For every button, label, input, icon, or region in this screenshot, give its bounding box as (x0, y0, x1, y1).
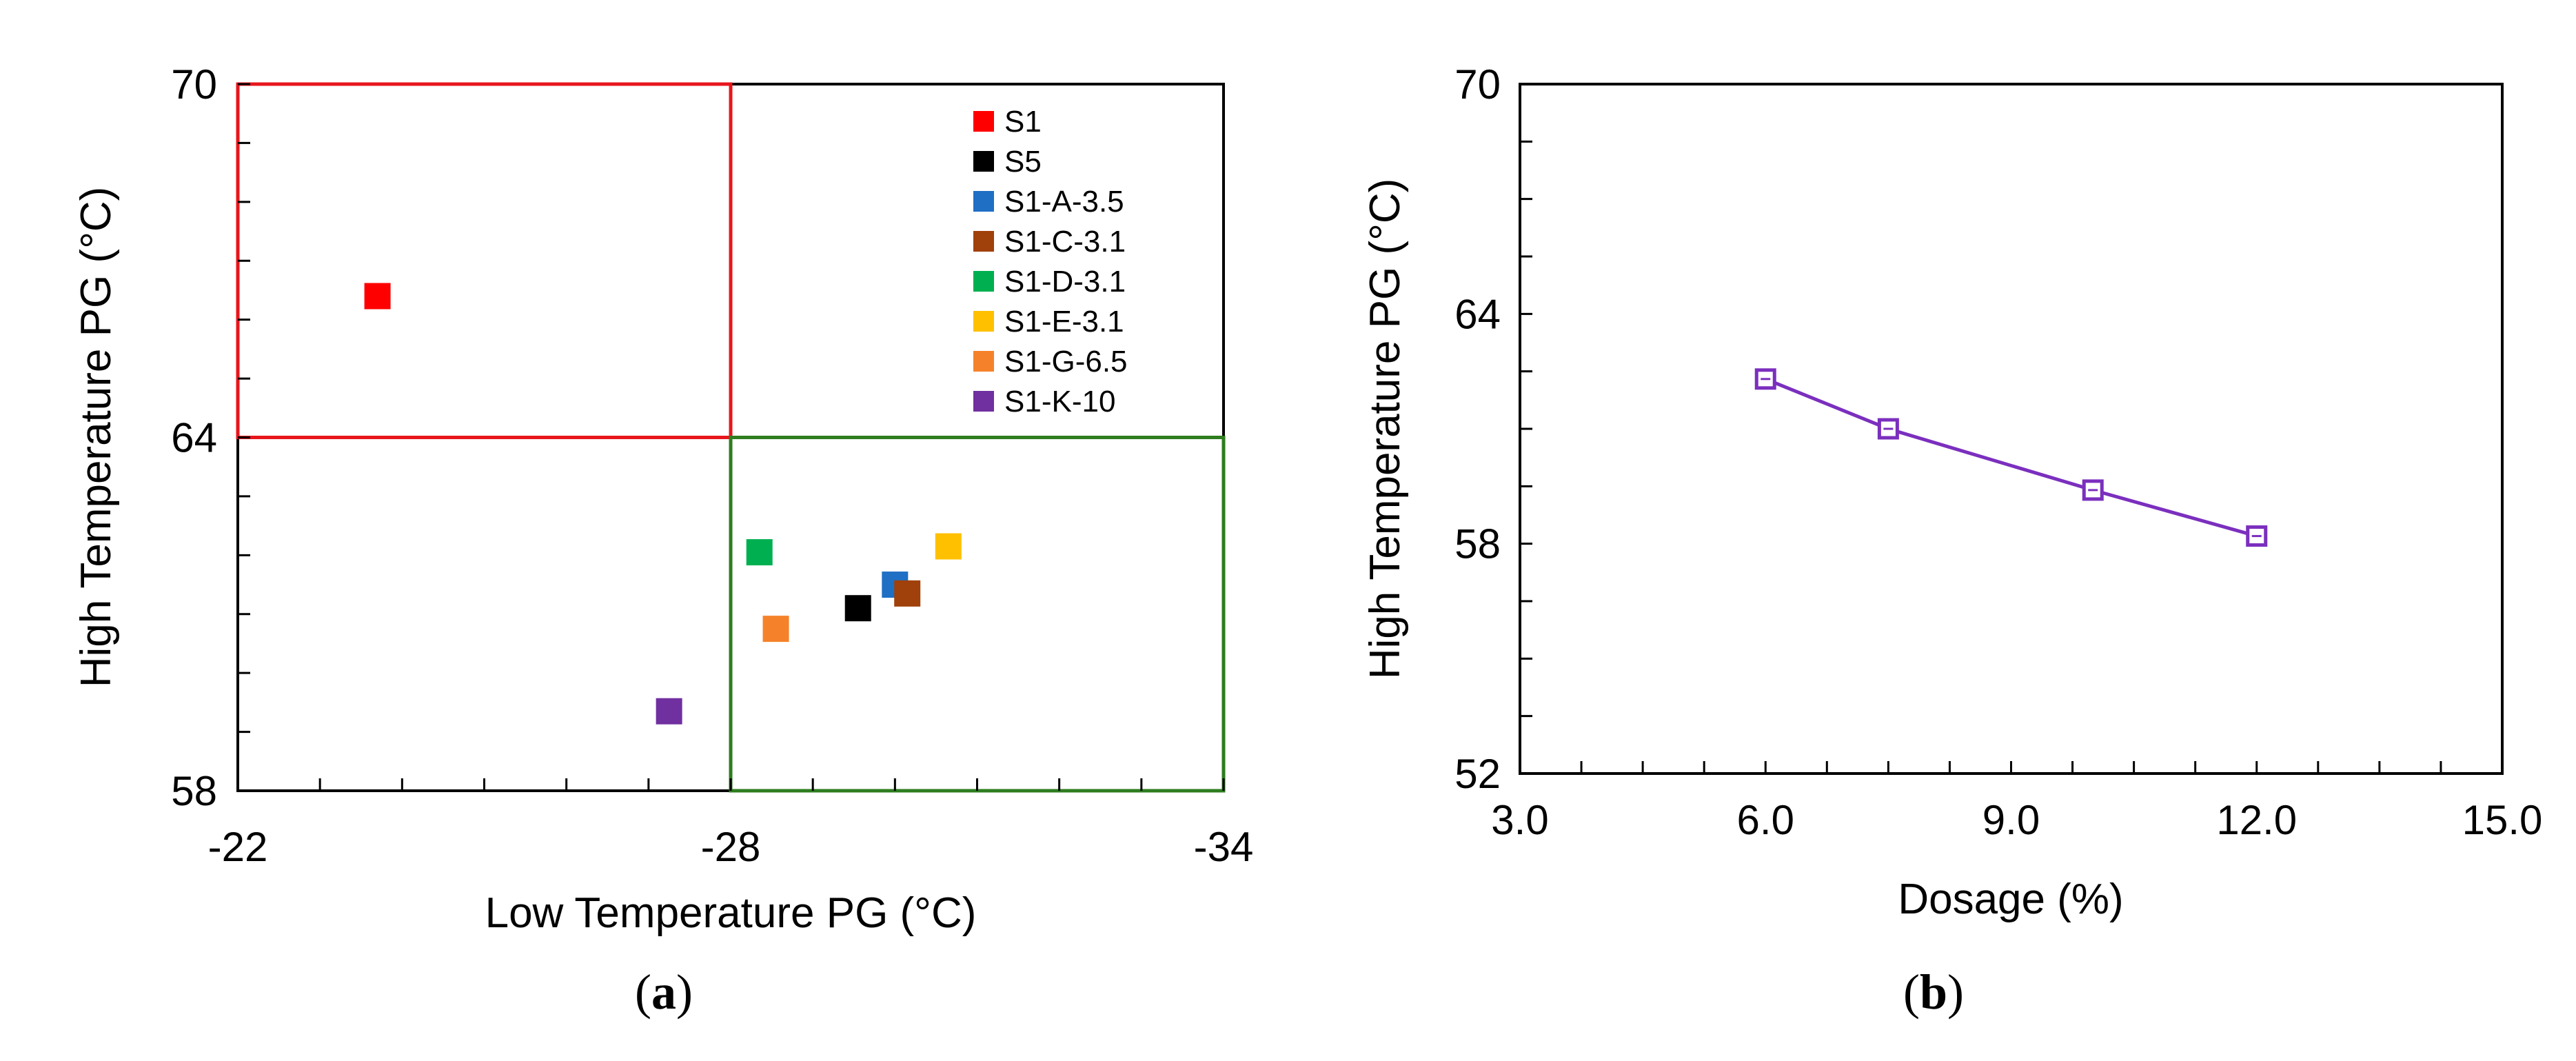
panel-b-plot-area (1519, 83, 2504, 775)
point-s1-d-3.1 (746, 539, 773, 566)
legend-label-s1-e-3.1: S1-E-3.1 (1004, 305, 1124, 338)
green-region (729, 436, 1226, 793)
panel-a-x-tick-label: -28 (701, 824, 761, 870)
legend-marker-s1-d-3.1 (973, 271, 994, 292)
panel-a-caption-letter: a (651, 964, 676, 1020)
panel-b-x-tick-label: 9.0 (1982, 797, 2040, 843)
dosage-point (1877, 418, 1899, 440)
point-s1-k-10 (656, 698, 682, 725)
legend-marker-s1-g-6.5 (973, 351, 994, 372)
panel-a-x-axis-label: Low Temperature PG (°C) (485, 889, 977, 937)
panel-b-y-tick-label: 70 (1454, 61, 1501, 108)
panel-a-y-tick-label: 58 (171, 768, 217, 814)
panel-b-x-tick-label: 15.0 (2462, 797, 2543, 843)
legend-label-s1-d-3.1: S1-D-3.1 (1004, 265, 1126, 299)
panel-b-x-tick-label: 3.0 (1491, 797, 1548, 843)
point-s5 (844, 595, 871, 622)
panel-a-y-tick-label: 70 (171, 61, 217, 108)
panel-a-chart: 58 64 70 -22 -28 -34 S1 S5 S1-A-3.5 S1-C-3.1 S1-D… (72, 61, 1253, 1020)
legend-marker-s1-a-3.5 (973, 191, 994, 212)
dosage-series-line (1765, 377, 2258, 538)
red-region (236, 82, 733, 439)
panel-a-y-tick-label: 64 (171, 415, 217, 461)
panel-a-caption: (a) (635, 964, 693, 1020)
legend-label-s1-k-10: S1-K-10 (1004, 385, 1115, 418)
point-s1-g-6.5 (762, 616, 789, 643)
legend-marker-s5 (973, 151, 994, 172)
panel-b-x-axis-label: Dosage (%) (1898, 876, 2123, 923)
panel-b-x-tick-label: 6.0 (1737, 797, 1794, 843)
point-s1-e-3.1 (935, 533, 962, 560)
legend-label-s5: S5 (1004, 145, 1042, 179)
legend-marker-s1-e-3.1 (973, 311, 994, 332)
legend-label-s1-g-6.5: S1-G-6.5 (1004, 345, 1128, 378)
legend-label-s1-c-3.1: S1-C-3.1 (1004, 225, 1126, 259)
panel-a-x-tick-label: -22 (208, 824, 268, 870)
panel-b-y-tick-label: 52 (1454, 751, 1501, 797)
panel-b-y-tick-label: 64 (1454, 291, 1501, 337)
legend-marker-s1-c-3.1 (973, 231, 994, 252)
point-s1 (364, 283, 391, 310)
legend-marker-s1-k-10 (973, 391, 994, 412)
panel-a-y-axis-label: High Temperature PG (°C) (72, 187, 120, 688)
panel-b-caption-letter: b (1920, 964, 1947, 1020)
legend-label-s1: S1 (1004, 105, 1042, 139)
panel-b-y-tick-label: 58 (1454, 521, 1501, 567)
legend-label-s1-a-3.5: S1-A-3.5 (1004, 185, 1124, 219)
panel-b-caption: (b) (1903, 964, 1964, 1020)
panel-b-chart: 52 58 64 70 3.0 6.0 9.0 12.0 15.0 Dosage (%) Hig… (1361, 61, 2542, 1020)
panel-b-y-axis-label: High Temperature PG (°C) (1361, 179, 1409, 680)
legend-marker-s1 (973, 111, 994, 132)
point-s1-c-3.1 (894, 580, 921, 607)
panel-a-x-tick-label: -34 (1194, 824, 1254, 870)
panel-b-x-tick-label: 12.0 (2216, 797, 2297, 843)
